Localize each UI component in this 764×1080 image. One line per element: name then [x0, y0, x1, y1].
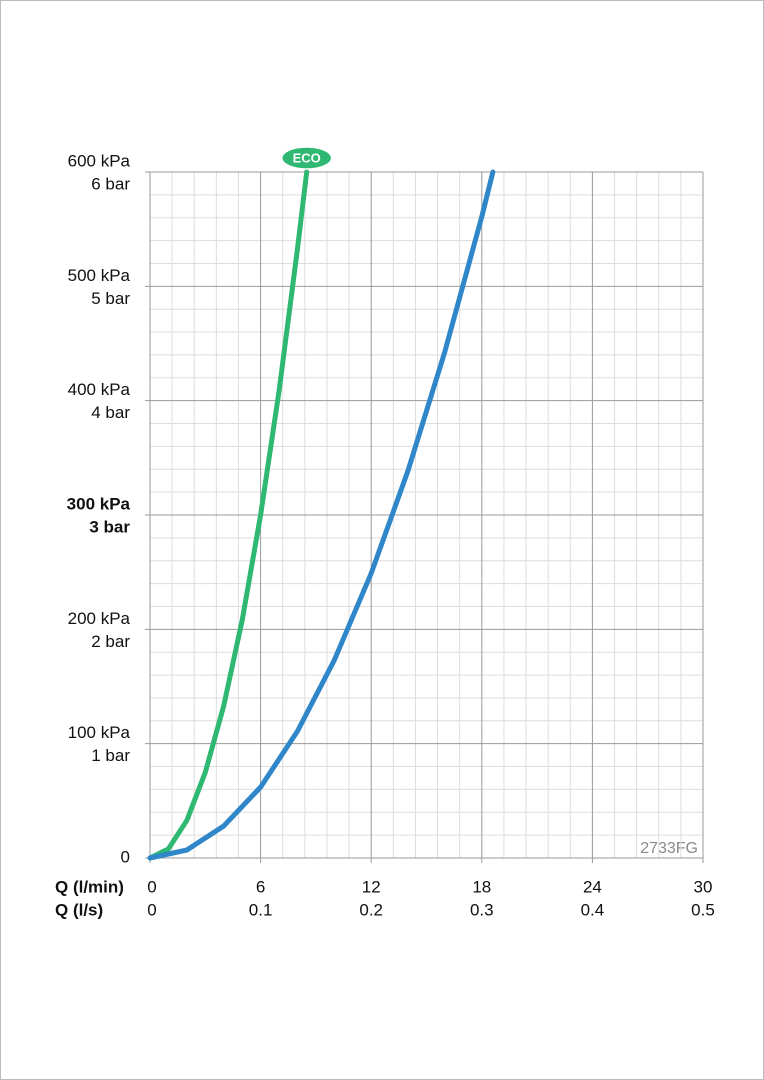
- line-series: [147, 169, 310, 861]
- x2-tick-label: 0.4: [581, 900, 605, 919]
- y-tick-label: 200 kPa: [68, 609, 131, 628]
- y-tick-label: 100 kPa: [68, 723, 131, 742]
- y-tick-label: 300 kPa: [67, 494, 131, 513]
- y-tick-sublabel: 4 bar: [91, 403, 130, 422]
- x-tick-label: 6: [256, 877, 265, 896]
- badge-label: ECO: [293, 150, 321, 165]
- x-tick-label: 24: [583, 877, 602, 896]
- y-tick-label: 0: [121, 847, 130, 866]
- x-axis-label: Q (l/min): [55, 877, 124, 896]
- x-tick-label: 18: [472, 877, 491, 896]
- x2-tick-label: 0: [147, 900, 156, 919]
- y-tick-sublabel: 6 bar: [91, 174, 130, 193]
- y-tick-label: 600 kPa: [68, 151, 131, 170]
- x-tick-label: 0: [147, 877, 156, 896]
- x2-tick-label: 0.1: [249, 900, 273, 919]
- x-tick-label: 30: [694, 877, 713, 896]
- y-tick-sublabel: 3 bar: [89, 517, 130, 536]
- y-tick-sublabel: 1 bar: [91, 746, 130, 765]
- y-tick-sublabel: 2 bar: [91, 632, 130, 651]
- y-tick-label: 400 kPa: [68, 380, 131, 399]
- x-tick-label: 12: [362, 877, 381, 896]
- line-series: [147, 169, 496, 861]
- y-tick-label: 500 kPa: [68, 266, 131, 285]
- x2-axis-label: Q (l/s): [55, 900, 103, 919]
- chart-code: 2733FG: [640, 840, 698, 857]
- x2-tick-label: 0.3: [470, 900, 494, 919]
- badge: [280, 146, 333, 170]
- x2-tick-label: 0.2: [359, 900, 383, 919]
- x2-tick-label: 0.5: [691, 900, 715, 919]
- y-tick-sublabel: 5 bar: [91, 289, 130, 308]
